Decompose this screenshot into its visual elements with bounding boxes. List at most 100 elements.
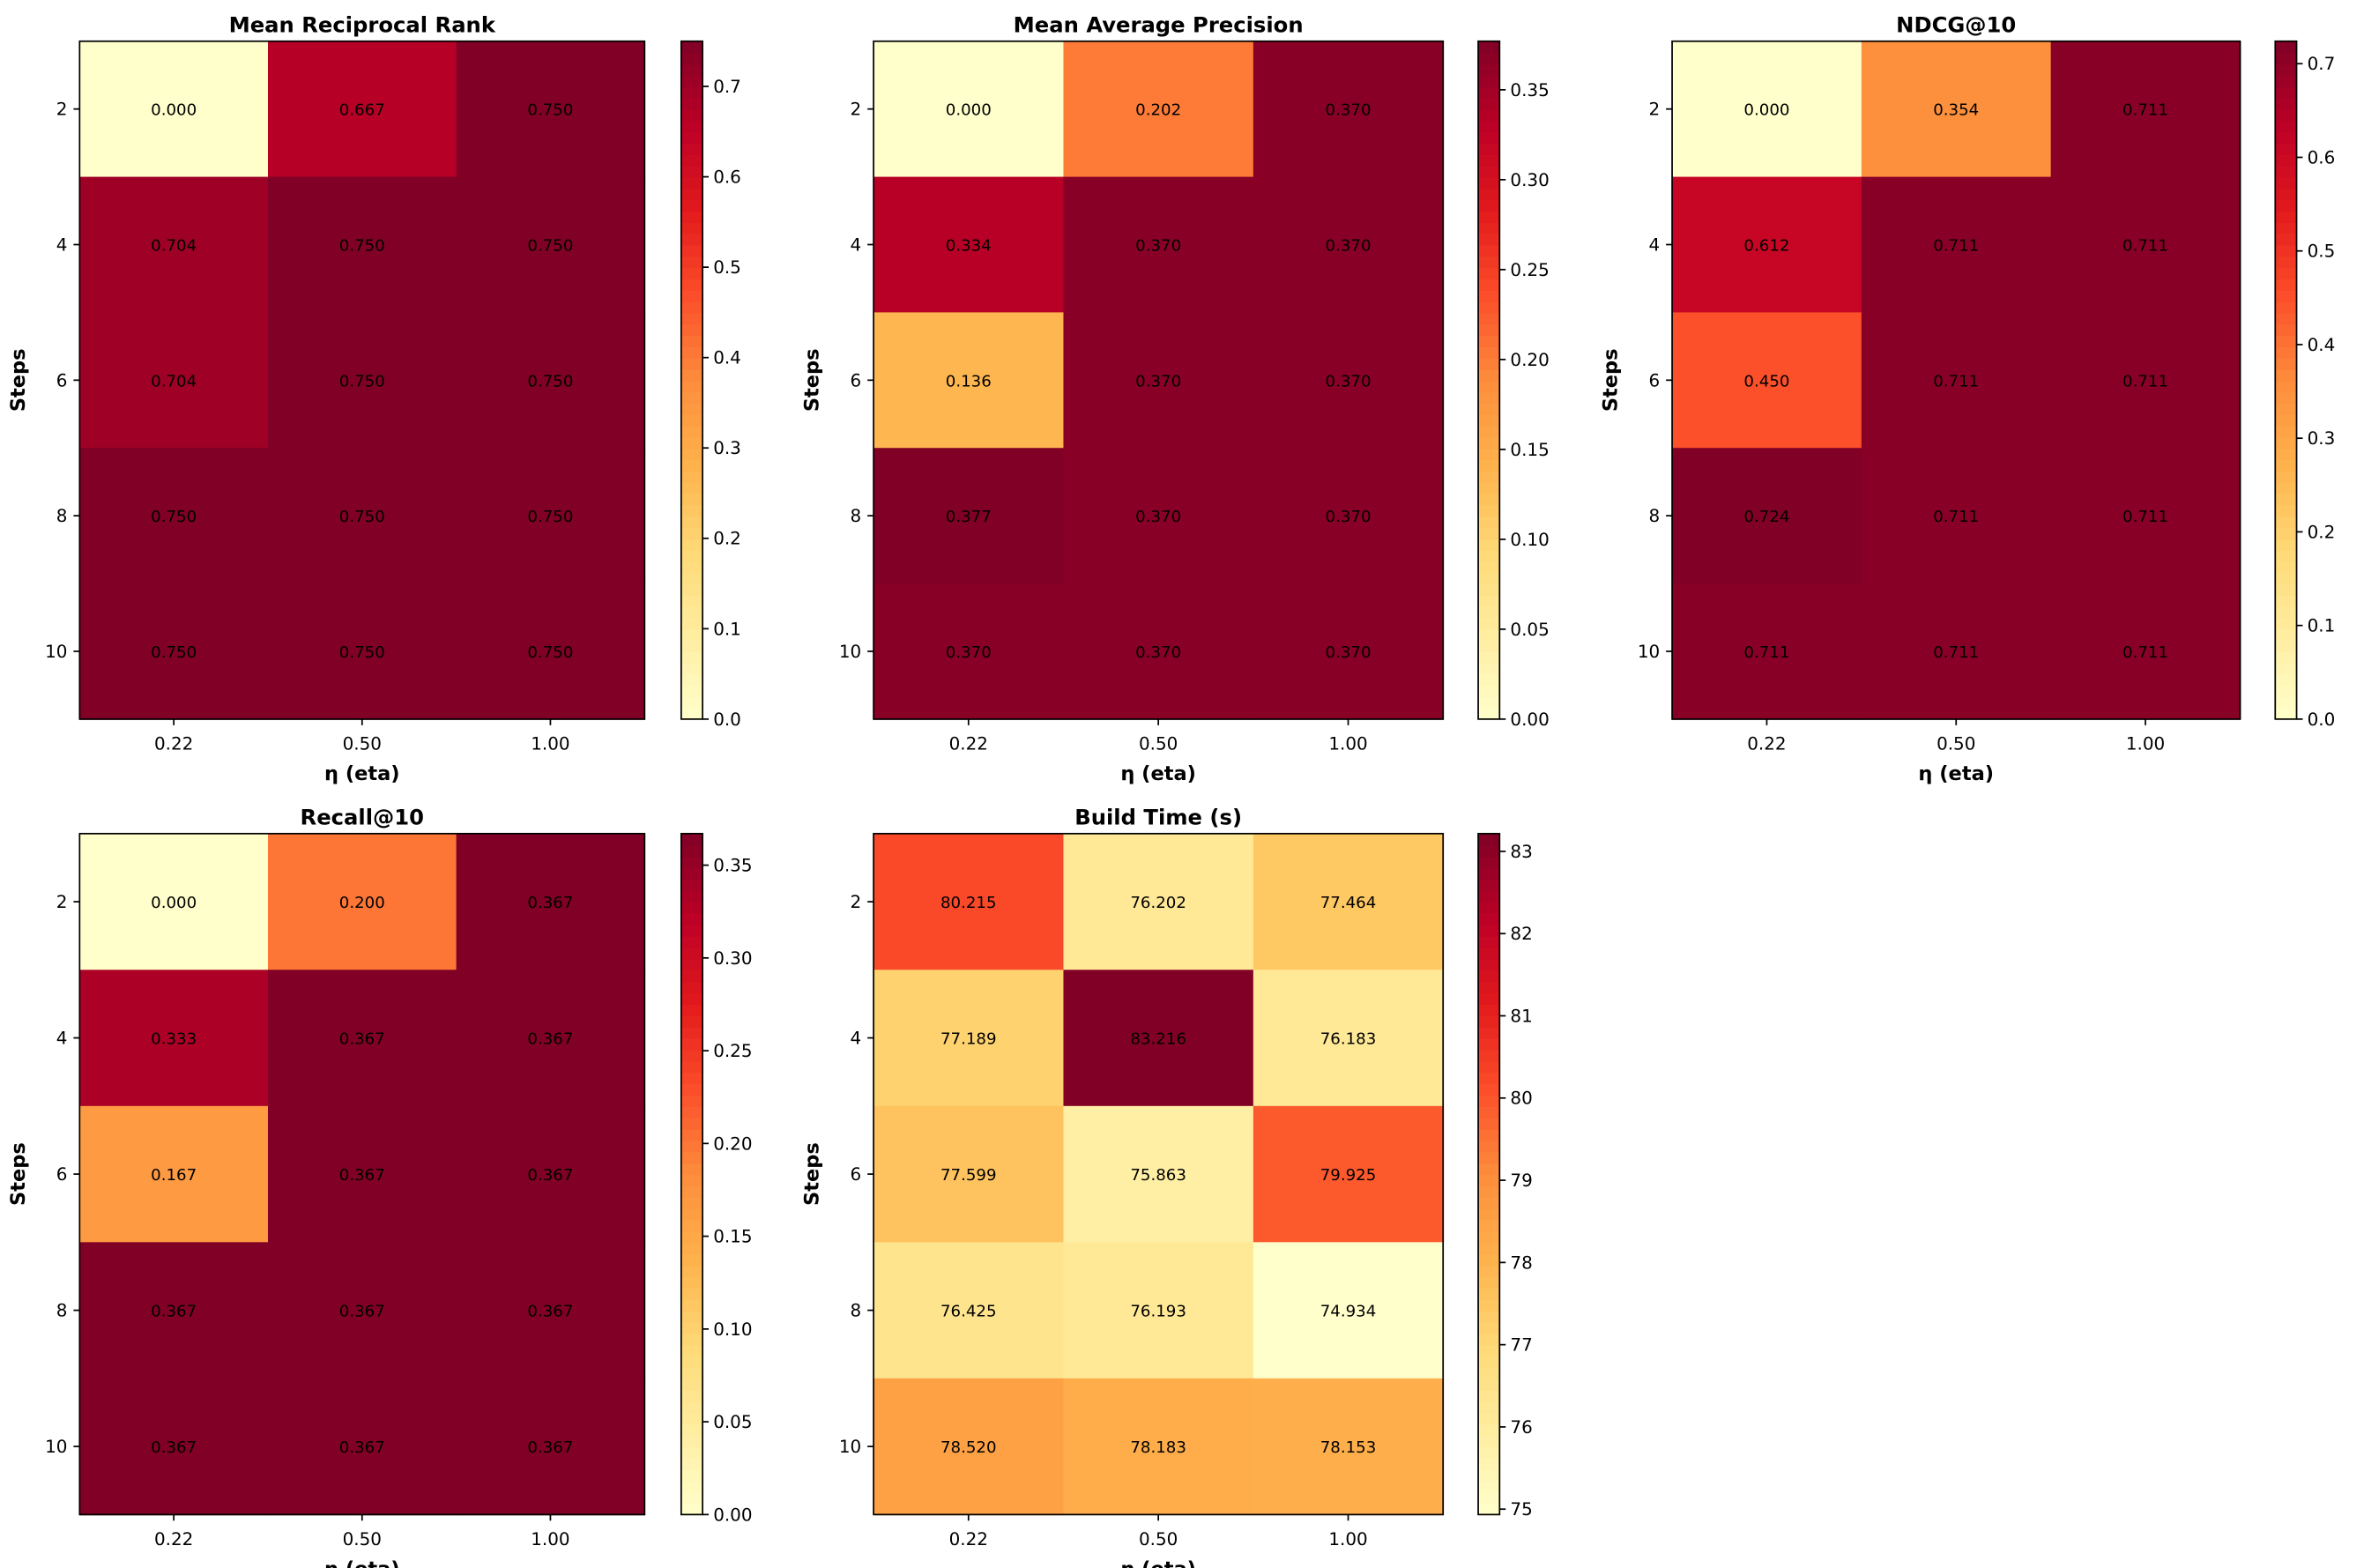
- colorbar-tick-label: 0.6: [713, 167, 741, 188]
- cell-value-label: 0.370: [1326, 508, 1372, 526]
- cell-value-label: 0.000: [946, 101, 992, 120]
- colorbar-segment: [1478, 86, 1500, 99]
- colorbar-segment: [680, 879, 703, 892]
- colorbar-segment: [1478, 221, 1500, 234]
- colorbar-segment: [680, 86, 703, 99]
- cell-value-label: 0.367: [339, 1166, 385, 1185]
- x-tick-label: 1.00: [531, 1529, 569, 1549]
- colorbar-segment: [2275, 606, 2297, 619]
- colorbar-segment: [1478, 526, 1500, 539]
- colorbar-segment: [680, 1378, 703, 1391]
- cell-value-label: 0.334: [946, 236, 992, 255]
- y-tick-label: 8: [1649, 506, 1661, 526]
- colorbar-segment: [680, 606, 703, 619]
- colorbar-segment: [680, 844, 703, 858]
- colorbar-segment: [2275, 526, 2297, 539]
- heatmap-cell: [267, 448, 457, 584]
- y-tick-label: 2: [56, 892, 68, 912]
- colorbar-segment: [2275, 267, 2297, 279]
- heatmap-cell: [2050, 312, 2241, 450]
- heatmap-cell: [1253, 1242, 1445, 1379]
- cell-value-label: 80.215: [940, 894, 997, 912]
- cell-value-label: 0.367: [527, 1029, 573, 1048]
- colorbar-segment: [680, 1196, 703, 1209]
- colorbar-segment: [680, 380, 703, 393]
- colorbar-segment: [1478, 867, 1500, 881]
- y-tick-label: 2: [851, 892, 862, 912]
- colorbar-segment: [1478, 1287, 1500, 1300]
- colorbar-segment: [680, 1423, 703, 1437]
- colorbar-segment: [680, 516, 703, 529]
- colorbar-segment: [680, 1287, 703, 1300]
- colorbar-segment: [680, 1094, 703, 1107]
- heatmap-cell: [1253, 448, 1445, 584]
- colorbar-segment: [680, 1503, 703, 1516]
- heatmap-cell: [79, 41, 269, 178]
- colorbar-segment: [2275, 357, 2297, 370]
- y-tick-label: 4: [851, 234, 862, 255]
- cell-value-label: 0.750: [527, 643, 573, 662]
- colorbar-segment: [680, 233, 703, 246]
- heatmap-panel: 0.000 0.354 0.711 0.612 0.711 0.711 0.450 0.711…: [1600, 11, 2336, 785]
- colorbar-segment: [1478, 1333, 1500, 1346]
- colorbar-tick-label: 0.25: [1510, 260, 1549, 280]
- cell-value-label: 0.704: [151, 372, 197, 390]
- heatmap-panel: 0.000 0.667 0.750 0.704 0.750 0.750 0.704 0.750…: [7, 11, 741, 785]
- cell-value-label: 0.367: [527, 1438, 573, 1457]
- colorbar-segment: [2275, 673, 2297, 687]
- colorbar-segment: [2275, 323, 2297, 337]
- heatmap-cell: [79, 312, 269, 450]
- colorbar-segment: [1478, 549, 1500, 562]
- colorbar-segment: [680, 323, 703, 337]
- colorbar-segment: [1478, 1503, 1500, 1516]
- chart-title: Recall@10: [301, 804, 424, 829]
- colorbar-segment: [680, 188, 703, 201]
- heatmap-panel: 80.215 76.202 77.464 77.189 83.216 76.183 77.5…: [801, 804, 1533, 1568]
- cell-value-label: 0.750: [339, 236, 385, 255]
- colorbar-segment: [680, 481, 703, 494]
- colorbar-segment: [680, 833, 703, 846]
- heatmap-cell: [1672, 583, 1862, 720]
- colorbar-tick-label: 0.05: [1510, 620, 1549, 640]
- colorbar-segment: [2275, 402, 2297, 415]
- colorbar-segment: [1478, 538, 1500, 551]
- colorbar-segment: [1478, 1389, 1500, 1402]
- y-tick-label: 6: [1649, 370, 1661, 390]
- colorbar-segment: [2275, 165, 2297, 178]
- colorbar-segment: [1478, 1275, 1500, 1289]
- colorbar-segment: [1478, 617, 1500, 630]
- colorbar-segment: [1478, 1242, 1500, 1255]
- cell-value-label: 78.183: [1130, 1438, 1186, 1457]
- colorbar-segment: [1478, 1423, 1500, 1437]
- colorbar-segment: [2275, 617, 2297, 630]
- colorbar-segment: [1478, 572, 1500, 585]
- cell-value-label: 78.520: [940, 1438, 997, 1457]
- colorbar-segment: [1478, 52, 1500, 65]
- colorbar-segment: [1478, 912, 1500, 925]
- colorbar-segment: [1478, 947, 1500, 960]
- colorbar-segment: [680, 1014, 703, 1028]
- colorbar-frame: [1477, 40, 1501, 720]
- heatmap-cell: [1063, 312, 1254, 450]
- cell-value-label: 0.367: [527, 1303, 573, 1321]
- heatmap-cell: [1063, 833, 1254, 971]
- colorbar-segment: [680, 924, 703, 937]
- colorbar-segment: [1478, 1049, 1500, 1062]
- y-axis-label: Steps: [801, 1142, 824, 1206]
- colorbar-segment: [680, 63, 703, 77]
- cell-value-label: 0.750: [527, 372, 573, 390]
- colorbar-segment: [1478, 1491, 1500, 1505]
- cell-value-label: 0.370: [1135, 236, 1181, 255]
- colorbar-segment: [680, 947, 703, 960]
- y-tick-label: 8: [56, 506, 68, 526]
- colorbar-segment: [1478, 696, 1500, 710]
- colorbar-segment: [1478, 1117, 1500, 1130]
- colorbar-segment: [2275, 233, 2297, 246]
- cell-value-label: 0.711: [2122, 236, 2168, 255]
- chart-title: Mean Reciprocal Rank: [229, 11, 496, 37]
- y-tick-label: 2: [1649, 100, 1661, 120]
- y-tick-label: 10: [839, 1437, 861, 1457]
- colorbar-segment: [1478, 120, 1500, 133]
- colorbar-tick-label: 75: [1510, 1499, 1532, 1520]
- heatmap-cell: [456, 176, 646, 314]
